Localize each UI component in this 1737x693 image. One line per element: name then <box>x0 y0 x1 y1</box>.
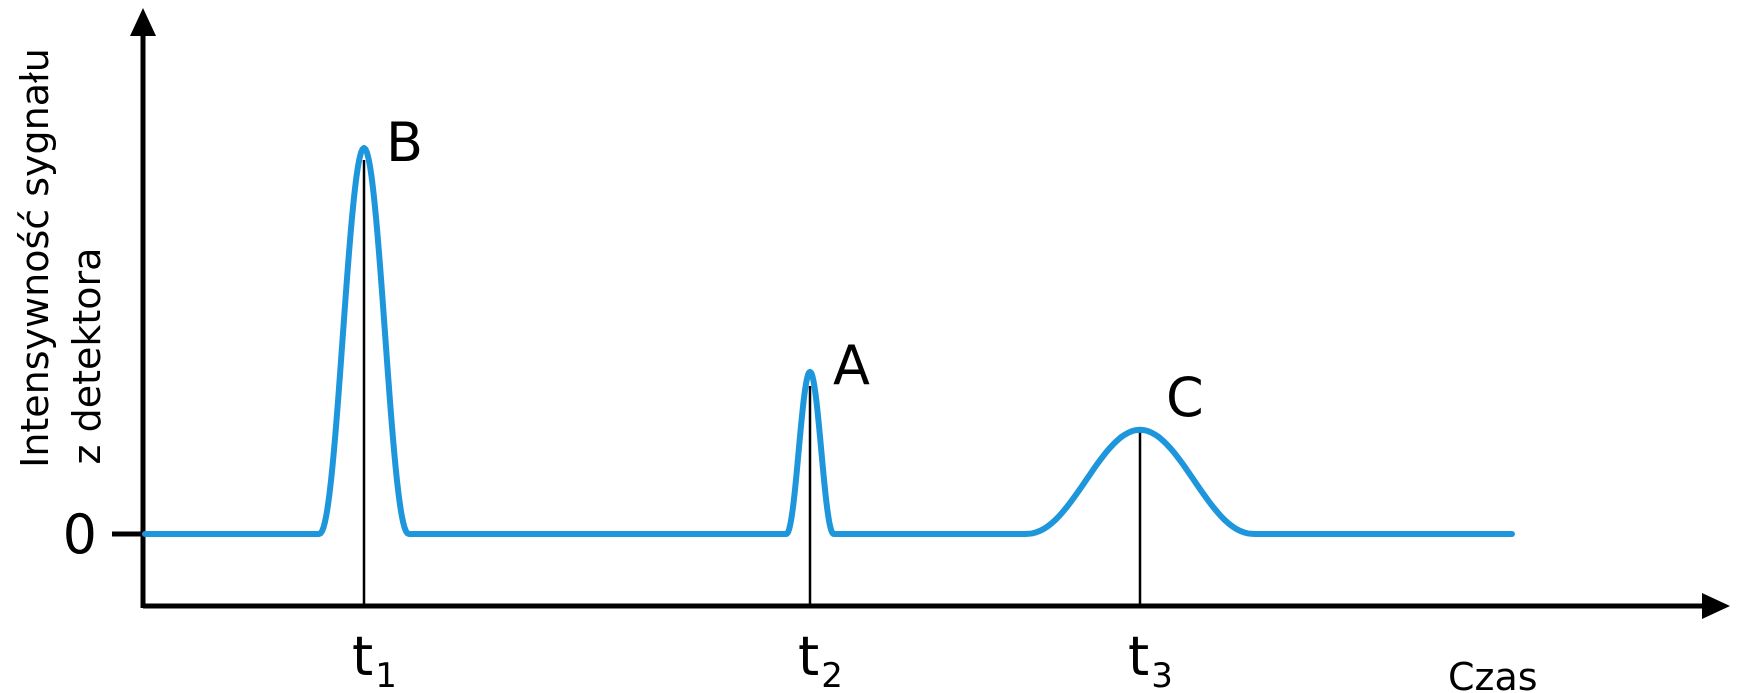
signal-line <box>142 145 1515 537</box>
y-axis-arrow <box>130 8 156 36</box>
peak-label-b: B <box>386 111 423 174</box>
peak-label-a: A <box>833 334 870 397</box>
peak-label-c: C <box>1166 366 1204 429</box>
zero-label: 0 <box>63 503 97 566</box>
tick-label-t1: t1 <box>352 625 397 693</box>
y-axis-title-line2: z detektora <box>65 248 109 465</box>
x-axis-arrow <box>1702 593 1730 619</box>
tick-label-t3: t3 <box>1128 625 1173 693</box>
y-axis-title-line1: Intensywność sygnału <box>13 48 57 468</box>
x-axis-title: Czas <box>1448 655 1538 693</box>
tick-label-t2: t2 <box>798 625 843 693</box>
